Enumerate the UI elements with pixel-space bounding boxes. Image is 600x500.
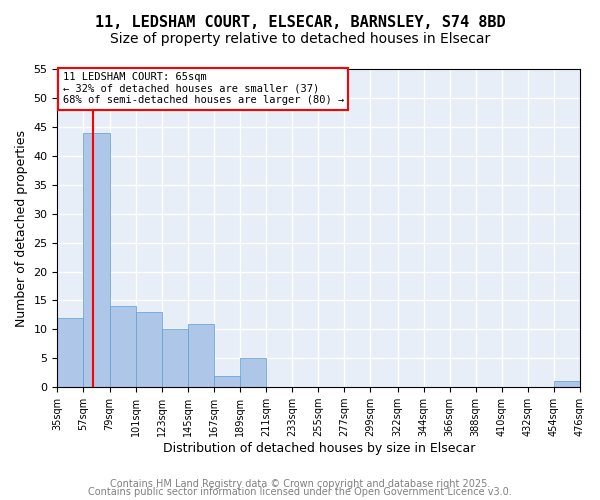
Bar xyxy=(240,358,266,387)
Bar xyxy=(161,330,188,387)
Text: Contains HM Land Registry data © Crown copyright and database right 2025.: Contains HM Land Registry data © Crown c… xyxy=(110,479,490,489)
Y-axis label: Number of detached properties: Number of detached properties xyxy=(15,130,28,326)
Bar xyxy=(188,324,214,387)
Bar xyxy=(554,382,580,387)
Text: 11 LEDSHAM COURT: 65sqm
← 32% of detached houses are smaller (37)
68% of semi-de: 11 LEDSHAM COURT: 65sqm ← 32% of detache… xyxy=(62,72,344,106)
Bar xyxy=(58,318,83,387)
Text: 11, LEDSHAM COURT, ELSECAR, BARNSLEY, S74 8BD: 11, LEDSHAM COURT, ELSECAR, BARNSLEY, S7… xyxy=(95,15,505,30)
Bar xyxy=(214,376,240,387)
Text: Size of property relative to detached houses in Elsecar: Size of property relative to detached ho… xyxy=(110,32,490,46)
Bar xyxy=(110,306,136,387)
Bar xyxy=(136,312,161,387)
Bar xyxy=(83,132,110,387)
X-axis label: Distribution of detached houses by size in Elsecar: Distribution of detached houses by size … xyxy=(163,442,475,455)
Text: Contains public sector information licensed under the Open Government Licence v3: Contains public sector information licen… xyxy=(88,487,512,497)
